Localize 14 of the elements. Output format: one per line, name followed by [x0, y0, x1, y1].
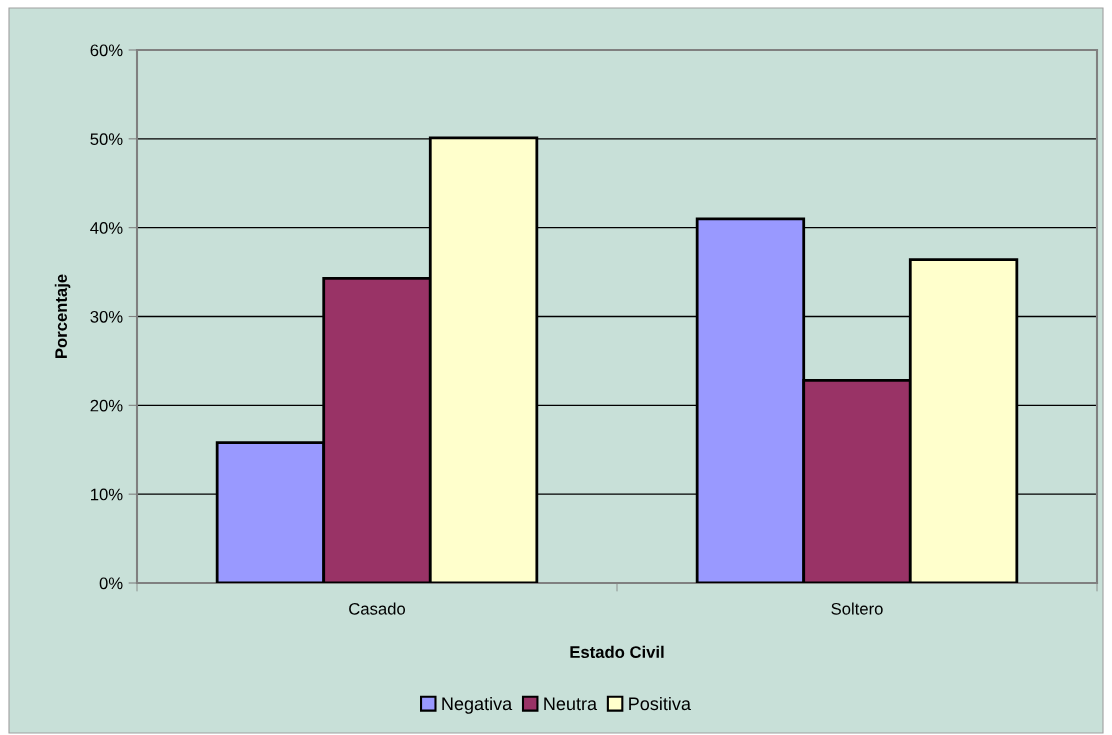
y-tick-label: 40% — [90, 222, 123, 234]
y-tick-label: 30% — [90, 310, 123, 323]
legend-label: Negativa — [442, 696, 513, 714]
x-tick-label: Soltero — [831, 602, 883, 615]
y-tick-label: 0% — [99, 577, 123, 590]
x-axis-title: Estado Civil — [570, 645, 664, 658]
legend-label: Neutra — [544, 697, 598, 711]
y-tick-label: 50% — [90, 133, 123, 146]
legend-label: Positiva — [629, 696, 691, 711]
x-tick-label: Casado — [349, 602, 406, 615]
y-axis-title: Porcentaje — [54, 274, 71, 358]
y-tick-label: 20% — [90, 399, 123, 412]
y-tick-label: 60% — [90, 44, 123, 57]
y-tick-label: 10% — [91, 488, 123, 501]
